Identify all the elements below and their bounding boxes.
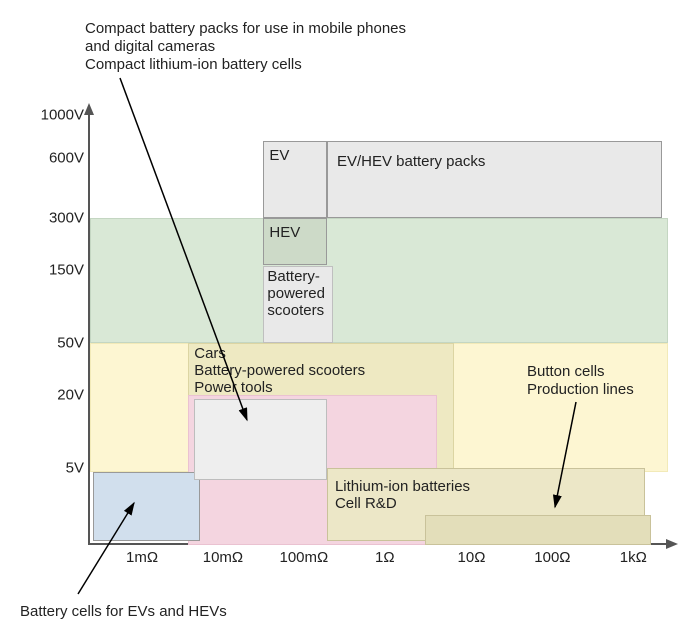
annotation-button-cells: Button cells Production lines [527, 363, 634, 399]
x-tick: 10mΩ [203, 543, 243, 566]
x-tick: 100Ω [534, 543, 570, 566]
x-tick: 1kΩ [620, 543, 647, 566]
y-tick: 150V [49, 261, 90, 278]
y-tick: 50V [57, 334, 90, 351]
x-tick: 10Ω [458, 543, 486, 566]
region-button-box [425, 515, 650, 545]
region-green-band [90, 218, 668, 343]
region-label-hev-box: HEV [269, 224, 300, 241]
annotation-compact: Compact battery packs for use in mobile … [85, 20, 406, 74]
region-blue-box [93, 472, 200, 541]
annotation-ev-cells: Battery cells for EVs and HEVs [20, 603, 227, 621]
region-label-ev-box: EV [269, 147, 289, 164]
y-tick: 1000V [41, 107, 90, 124]
plot-area: EV EV/HEV battery packs HEV Battery- powere… [88, 115, 666, 545]
x-tick: 1Ω [375, 543, 395, 566]
region-label-ev-hev-packs: EV/HEV battery packs [337, 153, 485, 170]
y-tick: 5V [66, 459, 90, 476]
x-axis-arrowhead [666, 539, 678, 549]
y-tick: 600V [49, 150, 90, 167]
y-tick: 300V [49, 210, 90, 227]
region-label-scooters-box: Battery- powered scooters [267, 268, 325, 320]
x-tick: 1mΩ [126, 543, 158, 566]
region-compact-box [194, 399, 327, 481]
x-tick: 100mΩ [279, 543, 328, 566]
region-label-cars-box: Cars Battery-powered scooters Power tool… [194, 345, 365, 397]
region-label-liion-box: Lithium-ion batteries Cell R&D [335, 478, 470, 513]
y-tick: 20V [57, 386, 90, 403]
